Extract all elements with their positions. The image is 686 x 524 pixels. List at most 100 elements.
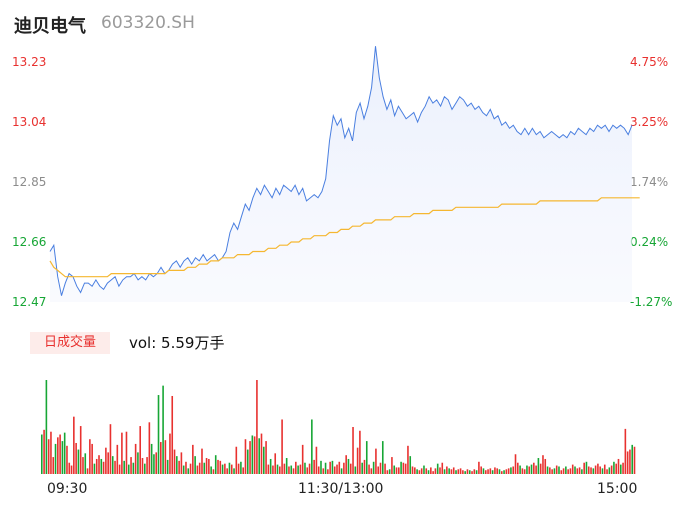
volume-bar bbox=[503, 470, 505, 474]
volume-bar bbox=[514, 454, 517, 474]
volume-bar bbox=[75, 442, 77, 474]
volume-bar bbox=[375, 448, 377, 474]
volume-bar bbox=[57, 437, 59, 474]
volume-bar bbox=[77, 449, 80, 474]
volume-bar bbox=[100, 458, 103, 474]
volume-bar bbox=[84, 453, 87, 474]
volume-bar bbox=[473, 469, 476, 474]
volume-bar bbox=[519, 465, 521, 474]
volume-bar bbox=[432, 471, 434, 474]
volume-bar bbox=[95, 458, 98, 474]
volume-bar bbox=[439, 467, 441, 474]
volume-bar bbox=[423, 465, 425, 474]
volume-bar bbox=[464, 471, 466, 474]
volume-bar bbox=[246, 449, 249, 474]
volume-bar bbox=[89, 439, 91, 474]
volume-bar bbox=[137, 452, 139, 474]
volume-bar bbox=[336, 464, 338, 474]
volume-bar bbox=[395, 467, 398, 474]
volume-bar bbox=[537, 458, 540, 474]
volume-bar bbox=[118, 464, 121, 474]
volume-bar bbox=[457, 469, 460, 474]
volume-bar bbox=[352, 427, 354, 474]
volume-bar bbox=[171, 395, 174, 474]
volume-bar bbox=[68, 462, 71, 474]
volume-bar bbox=[322, 468, 325, 474]
volume-bar bbox=[610, 465, 613, 474]
volume-bar bbox=[544, 458, 547, 474]
volume-bar bbox=[157, 395, 160, 474]
volume-bar bbox=[150, 443, 153, 474]
volume-bar bbox=[414, 467, 416, 474]
volume-tab[interactable]: 日成交量 bbox=[30, 332, 110, 354]
volume-bar bbox=[553, 468, 556, 474]
volume-bar bbox=[324, 462, 327, 474]
volume-bar bbox=[295, 461, 297, 474]
volume-bar bbox=[256, 380, 258, 474]
volume-bar bbox=[125, 431, 128, 474]
volume-bar bbox=[164, 440, 167, 474]
price-tick-5: 12.47 bbox=[12, 295, 47, 309]
volume-bar bbox=[269, 458, 272, 474]
volume-bar bbox=[194, 456, 196, 474]
volume-bar bbox=[446, 466, 448, 474]
stock-name: 迪贝电气 bbox=[14, 16, 86, 37]
volume-bar bbox=[498, 469, 501, 474]
volume-bar bbox=[356, 447, 359, 474]
volume-bar bbox=[462, 470, 464, 474]
volume-bar bbox=[585, 461, 588, 474]
volume-bar bbox=[567, 469, 569, 474]
average-price-line bbox=[49, 197, 640, 278]
volume-bar bbox=[285, 458, 288, 474]
volume-bar bbox=[230, 464, 233, 474]
pct-tick-5: -1.27% bbox=[630, 295, 673, 309]
volume-bar bbox=[185, 461, 187, 474]
volume-bar bbox=[260, 433, 263, 474]
volume-bar bbox=[105, 447, 107, 474]
time-tick-open: 09:30 bbox=[47, 481, 88, 497]
volume-bar bbox=[219, 460, 222, 474]
volume-bar bbox=[400, 461, 402, 474]
time-tick-midday: 11:30/13:00 bbox=[298, 481, 384, 497]
volume-bar bbox=[116, 444, 119, 474]
volume-bar bbox=[590, 467, 592, 474]
volume-bar bbox=[333, 466, 336, 474]
volume-bar bbox=[251, 435, 254, 474]
volume-bar bbox=[354, 466, 357, 474]
volume-bar bbox=[111, 456, 114, 474]
volume-bar bbox=[420, 468, 423, 474]
volume-bar bbox=[304, 462, 306, 474]
volume-bar bbox=[173, 449, 176, 474]
volume-bar bbox=[530, 464, 533, 474]
volume-bar bbox=[370, 468, 373, 474]
volume-bar bbox=[345, 455, 347, 474]
volume-bar bbox=[297, 465, 299, 474]
volume-bar bbox=[73, 416, 75, 474]
volume-bar bbox=[523, 469, 526, 474]
volume-bar bbox=[148, 422, 151, 474]
volume-bar bbox=[210, 466, 212, 474]
volume-bar bbox=[576, 468, 579, 474]
volume-bar bbox=[262, 446, 265, 474]
volume-bar bbox=[146, 457, 148, 474]
volume-bar bbox=[624, 428, 627, 474]
volume-bar bbox=[205, 458, 208, 474]
volume-bar bbox=[180, 452, 183, 474]
volume-bar bbox=[292, 468, 295, 474]
volume-bar bbox=[539, 463, 542, 474]
volume-bar bbox=[317, 466, 320, 474]
volume-bar bbox=[313, 459, 315, 474]
volume-bar bbox=[597, 463, 599, 474]
volume-bar bbox=[61, 441, 64, 474]
volume-bar bbox=[240, 461, 242, 474]
volume-bar bbox=[434, 468, 437, 474]
volume-bar bbox=[281, 419, 283, 474]
volume-bar bbox=[134, 443, 137, 474]
pct-tick-2: 3.25% bbox=[630, 115, 669, 129]
volume-bar bbox=[233, 468, 235, 474]
volume-bar bbox=[127, 464, 130, 474]
volume-bar bbox=[349, 463, 352, 474]
volume-bar bbox=[363, 459, 366, 474]
